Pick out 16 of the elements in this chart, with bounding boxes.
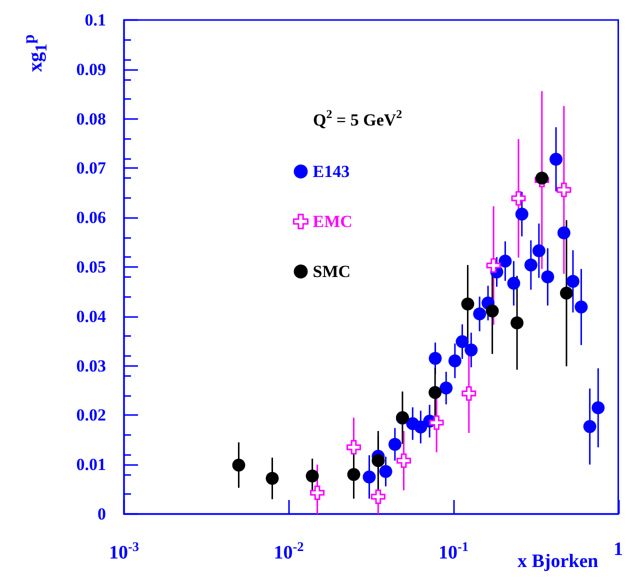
legend-label: EMC <box>312 212 352 231</box>
legend-label: E143 <box>312 162 350 181</box>
y-tick-label: 0.05 <box>76 258 106 276</box>
y-tick-label: 0.06 <box>76 208 106 228</box>
y-tick-label: 0 <box>98 504 106 524</box>
y-tick-label: 0.01 <box>76 455 106 474</box>
y-tick-label: 0.08 <box>76 109 106 128</box>
y-tick-label: 0.09 <box>76 60 106 79</box>
legend-label: SMC <box>312 262 351 281</box>
y-tick-label: 0.1 <box>84 10 106 30</box>
y-tick-label: 0.04 <box>76 306 106 326</box>
x-axis-title: x Bjorken <box>518 551 599 572</box>
y-tick-label: 0.02 <box>76 406 106 425</box>
y-tick-label: 0.07 <box>76 158 106 178</box>
y-tick-label: 0.03 <box>76 356 106 376</box>
x-tick-label: 1 <box>614 539 623 560</box>
